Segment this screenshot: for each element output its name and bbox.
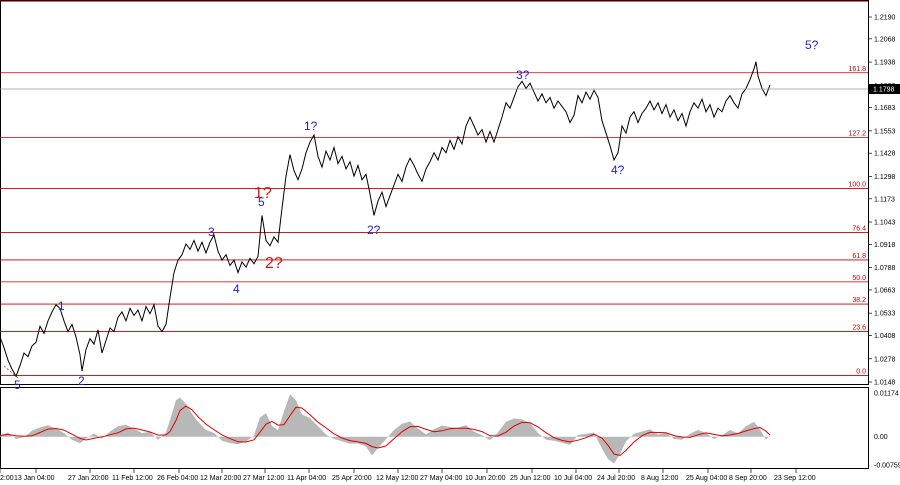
time-tick-label: 11 Feb 12:00 [112,475,153,482]
price-axis: 1.21901.20681.19381.18081.16831.15531.14… [868,15,896,387]
price-tick-label: 1.0148 [874,380,896,387]
fib-label-7: 38.2 [852,297,866,304]
wave-start-marker [3,365,19,379]
price-tick-label: 1.0408 [874,333,896,340]
time-tick-label: 13 Jan 04:00 [14,475,55,482]
oscillator-axis: 0.01174 0.00 -0.00759 [874,391,900,470]
price-tick-label: 1.1553 [874,128,896,135]
wave-label-4q: 4? [611,163,625,177]
oscillator-tick-label: 0.00 [874,434,888,441]
price-panel [0,0,869,385]
time-tick-label: 12 May 12:00 [376,475,419,482]
wave-label-2q: 2? [367,223,381,237]
time-tick-label: 2:00 [0,475,14,482]
price-tick-label: 1.1938 [874,60,896,67]
fib-label-3: 100.0 [848,181,866,188]
wave-label-1q-red: 1? [254,185,272,202]
price-tick-label: 1.0278 [874,356,896,363]
time-tick-label: 10 Jun 20:00 [465,475,506,482]
price-tick-label: 1.0918 [874,242,896,249]
price-tick-label: 1.0533 [874,311,896,318]
time-tick-label: 23 Sep 12:00 [774,475,816,482]
time-tick-label: 25 Apr 20:00 [332,475,372,482]
wave-label-5-start: 5 [14,378,21,392]
elliott-wave-labels: 5 1 2 3 4 5 1? 2? 1? 2? 3? 4? 5? [14,38,819,392]
fib-label-6: 50.0 [852,275,866,282]
time-tick-label: 8 Sep 20:00 [729,475,767,482]
time-tick-label: 10 Jul 04:00 [554,475,592,482]
time-tick-label: 27 Mar 12:00 [243,475,284,482]
wave-label-1: 1 [58,299,65,313]
oscillator-panel [0,387,869,469]
time-tick-label: 27 May 04:00 [420,475,463,482]
time-tick-label: 26 Feb 04:00 [157,475,198,482]
oscillator-tick-label: -0.00759 [874,463,900,470]
wave-label-2: 2 [78,374,85,388]
price-tick-label: 1.1428 [874,151,896,158]
current-price-box [869,84,900,94]
wave-label-2q-red: 2? [265,255,283,272]
price-tick-label: 1.0788 [874,265,896,272]
wave-label-5q: 5? [805,38,819,52]
wave-label-1q: 1? [304,119,318,133]
fib-label-9: 0.0 [856,369,866,376]
fib-label-5: 61.8 [852,253,866,260]
fib-label-0: 200.0 [848,0,866,1]
fib-label-1: 161.8 [848,66,866,73]
price-tick-label: 1.2190 [874,15,896,22]
oscillator-signal-line [0,405,771,457]
price-tick-label: 1.1173 [874,196,895,203]
current-price-label: 1.1798 [873,87,895,94]
price-tick-label: 1.2068 [874,36,896,43]
wave-label-3: 3 [208,225,215,239]
price-series-line [0,61,771,378]
price-tick-label: 1.1298 [874,174,896,181]
fib-label-4: 76.4 [852,226,866,233]
price-tick-label: 1.1683 [874,105,896,112]
time-tick-label: 12 Mar 20:00 [200,475,241,482]
time-tick-label: 25 Jun 12:00 [510,475,551,482]
fibonacci-levels: 200.0161.8127.2100.076.461.850.038.223.6… [0,0,868,376]
time-tick-label: 11 Apr 04:00 [287,475,326,482]
time-tick-label: 25 Aug 04:00 [686,475,727,482]
time-axis: 2:00 13 Jan 04:00 27 Jan 20:00 11 Feb 12:00… [0,469,816,482]
fib-label-2: 127.2 [848,130,866,137]
fib-label-8: 23.6 [852,324,866,331]
price-tick-label: 1.0663 [874,287,896,294]
time-tick-label: 24 Jul 20:00 [597,475,635,482]
price-tick-label: 1.1043 [874,220,896,227]
time-tick-label: 27 Jan 20:00 [68,475,109,482]
oscillator-tick-label: 0.01174 [874,391,899,398]
time-tick-label: 8 Aug 12:00 [641,475,678,482]
wave-label-3q: 3? [516,68,530,82]
wave-label-4: 4 [233,282,240,296]
wave-label-5: 5 [258,195,265,209]
